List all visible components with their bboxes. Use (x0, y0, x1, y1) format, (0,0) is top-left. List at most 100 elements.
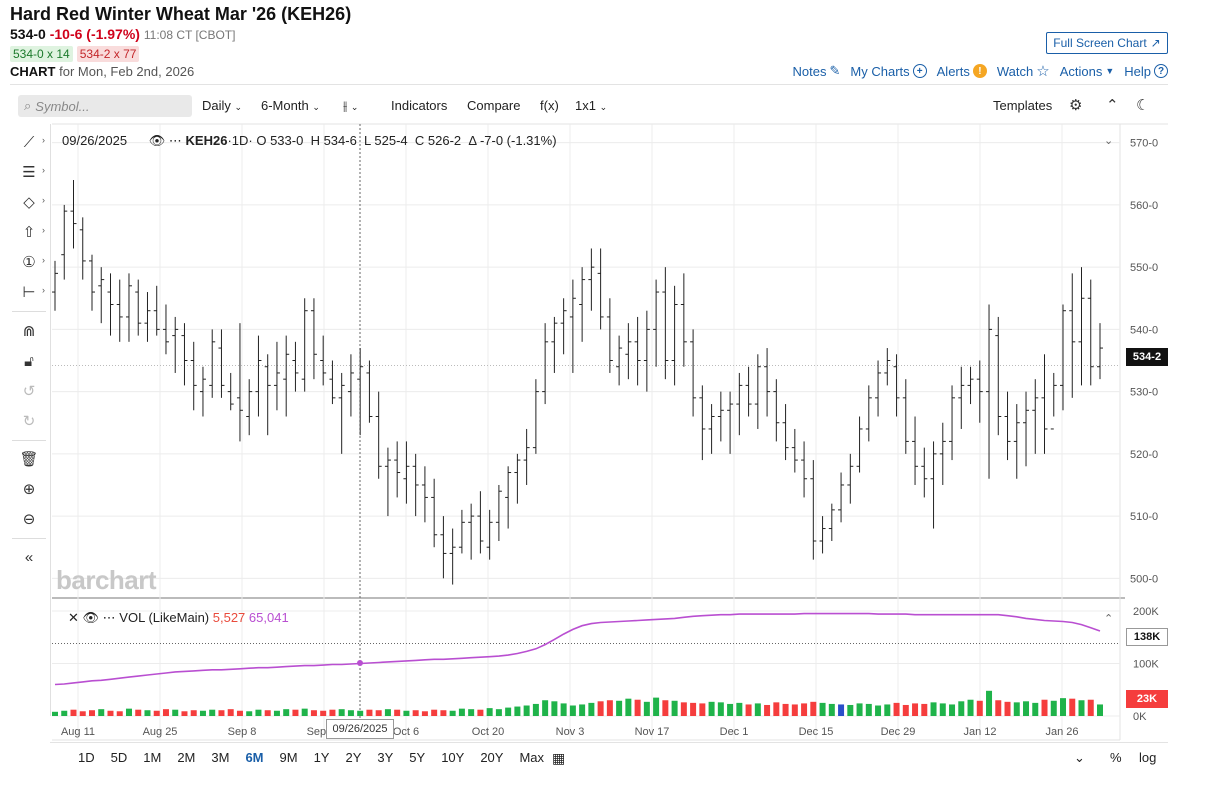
volume-bar (514, 706, 521, 716)
timeframe-1y[interactable]: 1Y (313, 750, 330, 765)
measure-tool-icon[interactable]: ⊢ › (22, 284, 45, 301)
timeframe-5d[interactable]: 5D (110, 750, 128, 765)
ohlc-bar (209, 329, 216, 398)
header-divider (10, 84, 1168, 85)
ohlc-bar (819, 516, 826, 554)
actions-menu[interactable]: Actions ▼ (1060, 64, 1115, 79)
ohlc-bar (61, 204, 68, 280)
volume-bar (329, 709, 336, 716)
fx-button[interactable]: f(x) (540, 98, 559, 113)
volume-bar (347, 710, 354, 716)
ohlc-bar (1032, 379, 1039, 454)
timeframe-max[interactable]: Max (519, 750, 545, 765)
bar-type-dropdown[interactable]: ⫲ ⌄ (343, 98, 358, 114)
volume-bar (643, 701, 650, 716)
time-tick-label: Dec 1 (720, 726, 749, 738)
volume-bar (394, 709, 401, 716)
zoom-in-icon[interactable]: ⊕ (22, 481, 36, 498)
volume-bar (1069, 698, 1076, 716)
ohlc-bar (662, 267, 669, 380)
ohlc-bar (357, 348, 364, 436)
volume-bar (958, 701, 965, 716)
interval-dropdown[interactable]: Daily ⌄ (202, 98, 242, 113)
trendline-tool-icon[interactable]: ⟋ › (23, 133, 45, 151)
volume-bar (875, 705, 882, 716)
ohlc-bar (884, 348, 891, 386)
ohlc-bar (967, 366, 974, 405)
close-icon[interactable]: ✕ (68, 610, 79, 625)
gear-icon[interactable]: ⚙ (1069, 97, 1083, 114)
log-toggle[interactable]: log (1139, 750, 1157, 765)
collapse-left-icon[interactable]: « (24, 548, 34, 566)
volume-bar (930, 702, 937, 716)
volume-bar (662, 700, 669, 716)
price-change: -10-6 (-1.97%) (49, 26, 140, 42)
eye-icon[interactable]: 👁︎ (148, 133, 166, 148)
calendar-icon[interactable]: ▦ (552, 750, 566, 766)
symbol-search-input[interactable]: ⌕ Symbol... (18, 95, 192, 117)
timeframe-2y[interactable]: 2Y (345, 750, 362, 765)
bid-badge: 534-0 x 14 (10, 46, 73, 62)
timeframe-3m[interactable]: 3M (211, 750, 230, 765)
watch-link[interactable]: Watch ☆ (997, 62, 1050, 80)
trash-icon[interactable]: 🗑︎ (19, 451, 39, 468)
top-links: Notes ✎ My Charts + Alerts ! Watch ☆ Act… (793, 62, 1168, 80)
alerts-link[interactable]: Alerts ! (937, 64, 987, 79)
volume-bar (921, 703, 928, 716)
eye-icon[interactable]: 👁︎ (82, 610, 100, 625)
my-charts-link[interactable]: My Charts + (850, 64, 927, 79)
more-icon[interactable]: ⋯ (102, 610, 116, 625)
timeframe-9m[interactable]: 9M (279, 750, 298, 765)
templates-button[interactable]: Templates (993, 98, 1053, 113)
timeframe-1m[interactable]: 1M (143, 750, 162, 765)
volume-bar (181, 711, 188, 716)
ohlc-bar (292, 341, 299, 392)
ohlc-bar (690, 329, 697, 417)
double-chevron-icon[interactable]: ⌄ (1074, 750, 1085, 765)
time-tick-label: Sep 8 (228, 726, 257, 738)
undo-icon[interactable]: ↺ (22, 383, 36, 400)
vol-collapse-icon[interactable]: ⌃ (1104, 613, 1114, 625)
layout-dropdown[interactable]: 1x1 ⌄ (575, 98, 607, 113)
percent-toggle[interactable]: % (1110, 750, 1122, 765)
timeframe-1d[interactable]: 1D (78, 750, 95, 765)
fib-tool-icon[interactable]: ☰ › (22, 164, 45, 181)
timeframe-3y[interactable]: 3Y (377, 750, 394, 765)
ohlc-legend: 09/26/2025 👁︎ ⋯ KEH26·1D· O 533-0 H 534-… (62, 133, 557, 149)
ohlc-bar (153, 285, 160, 336)
ohlc-bar (477, 491, 484, 554)
ohlc-bar (893, 354, 900, 417)
ohlc-bar (116, 279, 123, 342)
help-link[interactable]: Help ? (1124, 64, 1168, 79)
compare-button[interactable]: Compare (467, 98, 521, 113)
chart-label: CHART (10, 64, 56, 79)
timeframe-10y[interactable]: 10Y (441, 750, 465, 765)
dark-mode-icon[interactable]: ☾ (1136, 97, 1150, 114)
timeframe-5y[interactable]: 5Y (409, 750, 426, 765)
magnet-icon[interactable]: ⋒ (22, 323, 36, 340)
volume-bar (579, 704, 586, 716)
notes-link[interactable]: Notes ✎ (793, 63, 841, 79)
zoom-out-icon[interactable]: ⊖ (22, 511, 36, 528)
shape-tool-icon[interactable]: ◇ › (23, 194, 45, 211)
more-icon[interactable]: ⋯ (168, 133, 182, 148)
volume-bar (1050, 700, 1057, 716)
ohlc-bar (828, 503, 835, 541)
volume-bar (52, 711, 58, 716)
full-screen-chart-button[interactable]: Full Screen Chart ↗ (1046, 32, 1168, 54)
volume-tick-label: 0K (1133, 711, 1147, 723)
timeframe-20y[interactable]: 20Y (480, 750, 504, 765)
timeframe-6m[interactable]: 6M (245, 750, 264, 765)
legend-collapse-icon[interactable]: ⌄ (1104, 135, 1114, 147)
period-dropdown[interactable]: 6-Month ⌄ (261, 98, 320, 113)
arrow-tool-icon[interactable]: ⇧ › (22, 224, 45, 241)
volume-bar (283, 709, 290, 716)
collapse-up-icon[interactable]: ⌃ (1106, 97, 1119, 114)
volume-legend: ✕ 👁︎ ⋯ VOL (LikeMain) 5,527 65,041 (68, 610, 289, 626)
unlock-icon[interactable]: 🔓︎ (24, 352, 34, 370)
label-tool-icon[interactable]: ① › (22, 254, 45, 271)
redo-icon[interactable]: ↻ (22, 413, 36, 430)
timeframe-2m[interactable]: 2M (177, 750, 196, 765)
indicators-button[interactable]: Indicators (391, 98, 448, 113)
